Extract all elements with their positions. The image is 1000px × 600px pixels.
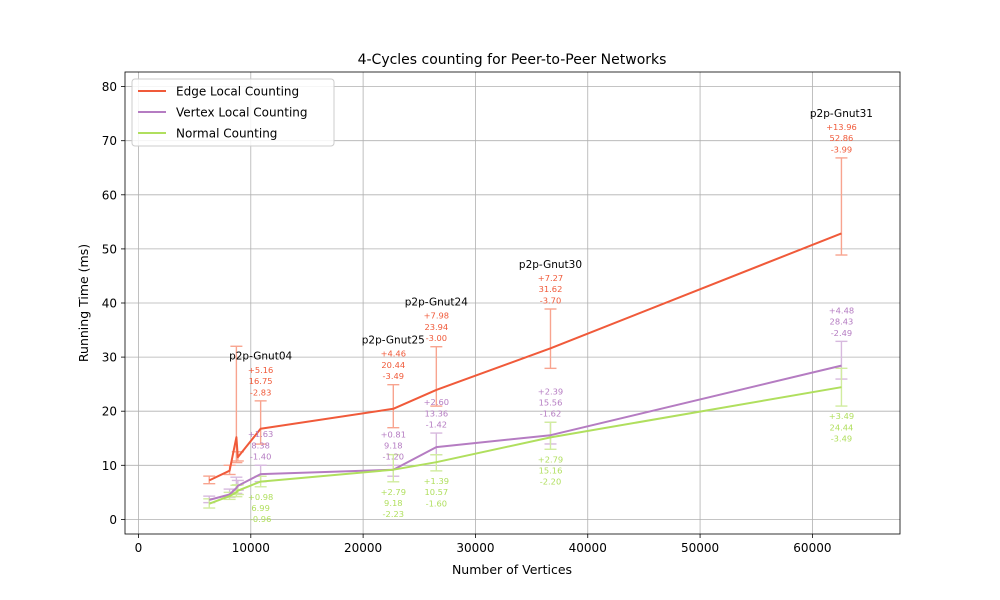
annotation-value: -1.20 [383, 452, 404, 462]
annotation-value: 28.43 [830, 317, 854, 327]
series-line-0 [208, 232, 842, 482]
annotation-value: 16.75 [249, 376, 273, 386]
annotation-value: 9.18 [384, 498, 402, 508]
y-tick-label: 50 [102, 242, 117, 256]
annotation-value: 10.57 [424, 487, 448, 497]
annotation-value: -3.99 [831, 144, 852, 154]
annotation-network-name: p2p-Gnut24 [405, 297, 468, 309]
error-bar [387, 383, 400, 429]
annotation-value: +0.81 [381, 429, 406, 439]
y-tick-label: 60 [102, 188, 117, 202]
annotation-value: 9.18 [384, 441, 402, 451]
annotation-value: -0.96 [250, 514, 271, 524]
annotation-value: +5.16 [248, 365, 273, 375]
annotation-value: +7.98 [424, 311, 449, 321]
annotation-value: 6.99 [251, 503, 269, 513]
y-tick-label: 80 [102, 80, 117, 94]
x-axis-label: Number of Vertices [452, 562, 572, 577]
annotation-value: 15.16 [539, 465, 563, 475]
error-bar [254, 400, 267, 445]
annotation-value: +4.48 [829, 305, 854, 315]
annotation-network-name: p2p-Gnut31 [810, 108, 873, 120]
error-bar [835, 367, 848, 407]
annotation-value: +2.79 [381, 487, 406, 497]
x-tick-label: 30000 [456, 541, 494, 555]
annotation-value: +1.63 [248, 429, 273, 439]
annotation-value: -1.62 [540, 409, 561, 419]
annotation-value: +4.46 [381, 349, 406, 359]
x-tick-label: 40000 [569, 541, 607, 555]
annotation-value: +2.39 [538, 386, 563, 396]
legend-box [131, 78, 335, 147]
annotation-value: 31.62 [539, 284, 563, 294]
x-tick-label: 10000 [232, 541, 270, 555]
series-lines-layer [208, 232, 842, 505]
annotation-value: -2.20 [540, 477, 561, 487]
annotation-value: -3.00 [426, 333, 447, 343]
annotation-value: +3.49 [829, 411, 854, 421]
chart-title: 4-Cycles counting for Peer-to-Peer Netwo… [358, 52, 667, 68]
annotation-value: -1.60 [426, 498, 447, 508]
annotation-value: 8.38 [251, 440, 269, 450]
annotation-value: -3.70 [540, 295, 561, 305]
legend: Edge Local Counting Vertex Local Counting… [131, 78, 335, 147]
annotation-value: +7.27 [538, 273, 563, 283]
grid-layer [125, 72, 900, 534]
y-tick-label: 10 [102, 459, 117, 473]
annotation-value: -2.49 [831, 328, 852, 338]
x-tick-label: 50000 [681, 541, 719, 555]
error-bar [430, 346, 443, 407]
annotation-value: 23.94 [424, 322, 448, 332]
y-axis-label: Running Time (ms) [76, 244, 91, 362]
annotation-value: 20.44 [381, 360, 405, 370]
annotation-value: 52.86 [830, 133, 854, 143]
error-bar [430, 432, 443, 456]
annotation-value: +2.60 [424, 397, 449, 407]
error-bar [835, 157, 848, 256]
annotation-network-name: p2p-Gnut30 [519, 259, 582, 271]
y-tick-label: 40 [102, 297, 117, 311]
y-tick-label: 0 [109, 513, 117, 527]
series-line-2 [208, 386, 842, 505]
annotation-value: +1.39 [424, 476, 449, 486]
axis-ticks-layer: 0 10000 20000 30000 40000 50000 60000 0 10 20 30 40… [102, 80, 832, 555]
legend-entry-0: Edge Local Counting [176, 85, 299, 99]
error-bar [387, 453, 400, 483]
annotation-network-name: p2p-Gnut25 [362, 335, 425, 347]
annotation-value: 24.44 [830, 422, 854, 432]
annotation-network-name: p2p-Gnut04 [229, 350, 292, 362]
legend-entry-2: Normal Counting [176, 127, 277, 141]
error-bar [544, 308, 557, 370]
annotation-value: +2.79 [538, 454, 563, 464]
y-tick-label: 30 [102, 351, 117, 365]
x-tick-label: 0 [135, 541, 143, 555]
error-bars-layer [203, 157, 848, 509]
y-tick-label: 20 [102, 405, 117, 419]
annotation-value: +0.98 [248, 492, 273, 502]
annotation-value: 15.56 [539, 397, 563, 407]
annotation-value: -3.49 [383, 371, 404, 381]
annotation-value: -2.83 [250, 387, 271, 397]
annotation-value: -3.49 [831, 433, 852, 443]
annotation-value: -2.23 [383, 509, 404, 519]
y-tick-label: 70 [102, 134, 117, 148]
annotation-value: -1.42 [426, 419, 447, 429]
x-tick-label: 20000 [344, 541, 382, 555]
x-tick-label: 60000 [793, 541, 831, 555]
series-line-1 [209, 364, 842, 501]
legend-entry-1: Vertex Local Counting [176, 106, 308, 120]
annotation-value: -1.40 [250, 452, 271, 462]
annotation-value: 13.36 [424, 408, 448, 418]
annotation-value: +13.96 [826, 122, 857, 132]
